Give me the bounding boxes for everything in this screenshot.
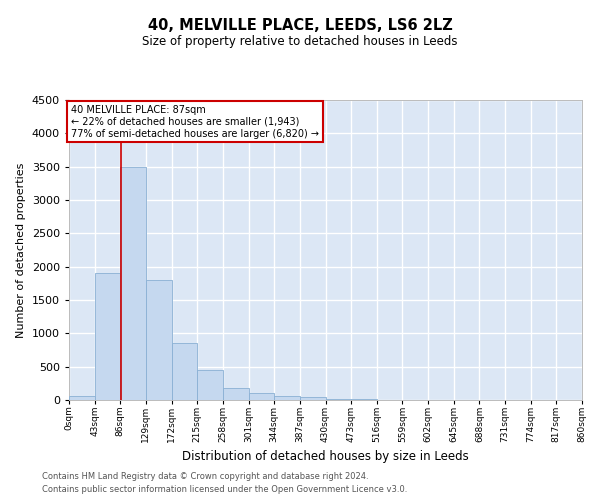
- Text: Contains public sector information licensed under the Open Government Licence v3: Contains public sector information licen…: [42, 485, 407, 494]
- Bar: [325, 399, 351, 400]
- Y-axis label: Number of detached properties: Number of detached properties: [16, 162, 26, 338]
- Bar: [172, 344, 197, 400]
- Text: 40, MELVILLE PLACE, LEEDS, LS6 2LZ: 40, MELVILLE PLACE, LEEDS, LS6 2LZ: [148, 18, 452, 32]
- Bar: [95, 274, 121, 400]
- Bar: [69, 396, 95, 400]
- Bar: [248, 394, 274, 400]
- Text: Contains HM Land Registry data © Crown copyright and database right 2024.: Contains HM Land Registry data © Crown c…: [42, 472, 368, 481]
- Text: Size of property relative to detached houses in Leeds: Size of property relative to detached ho…: [142, 35, 458, 48]
- Text: 40 MELVILLE PLACE: 87sqm
← 22% of detached houses are smaller (1,943)
77% of sem: 40 MELVILLE PLACE: 87sqm ← 22% of detach…: [71, 106, 319, 138]
- Bar: [197, 370, 223, 400]
- Bar: [300, 398, 325, 400]
- Bar: [223, 388, 248, 400]
- Bar: [121, 166, 146, 400]
- Bar: [146, 280, 172, 400]
- Bar: [274, 396, 300, 400]
- X-axis label: Distribution of detached houses by size in Leeds: Distribution of detached houses by size …: [182, 450, 469, 464]
